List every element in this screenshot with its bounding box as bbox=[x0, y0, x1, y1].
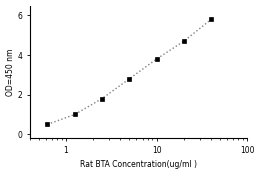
X-axis label: Rat BTA Concentration(ug/ml ): Rat BTA Concentration(ug/ml ) bbox=[80, 160, 197, 169]
Y-axis label: OD=450 nm: OD=450 nm bbox=[5, 48, 15, 96]
